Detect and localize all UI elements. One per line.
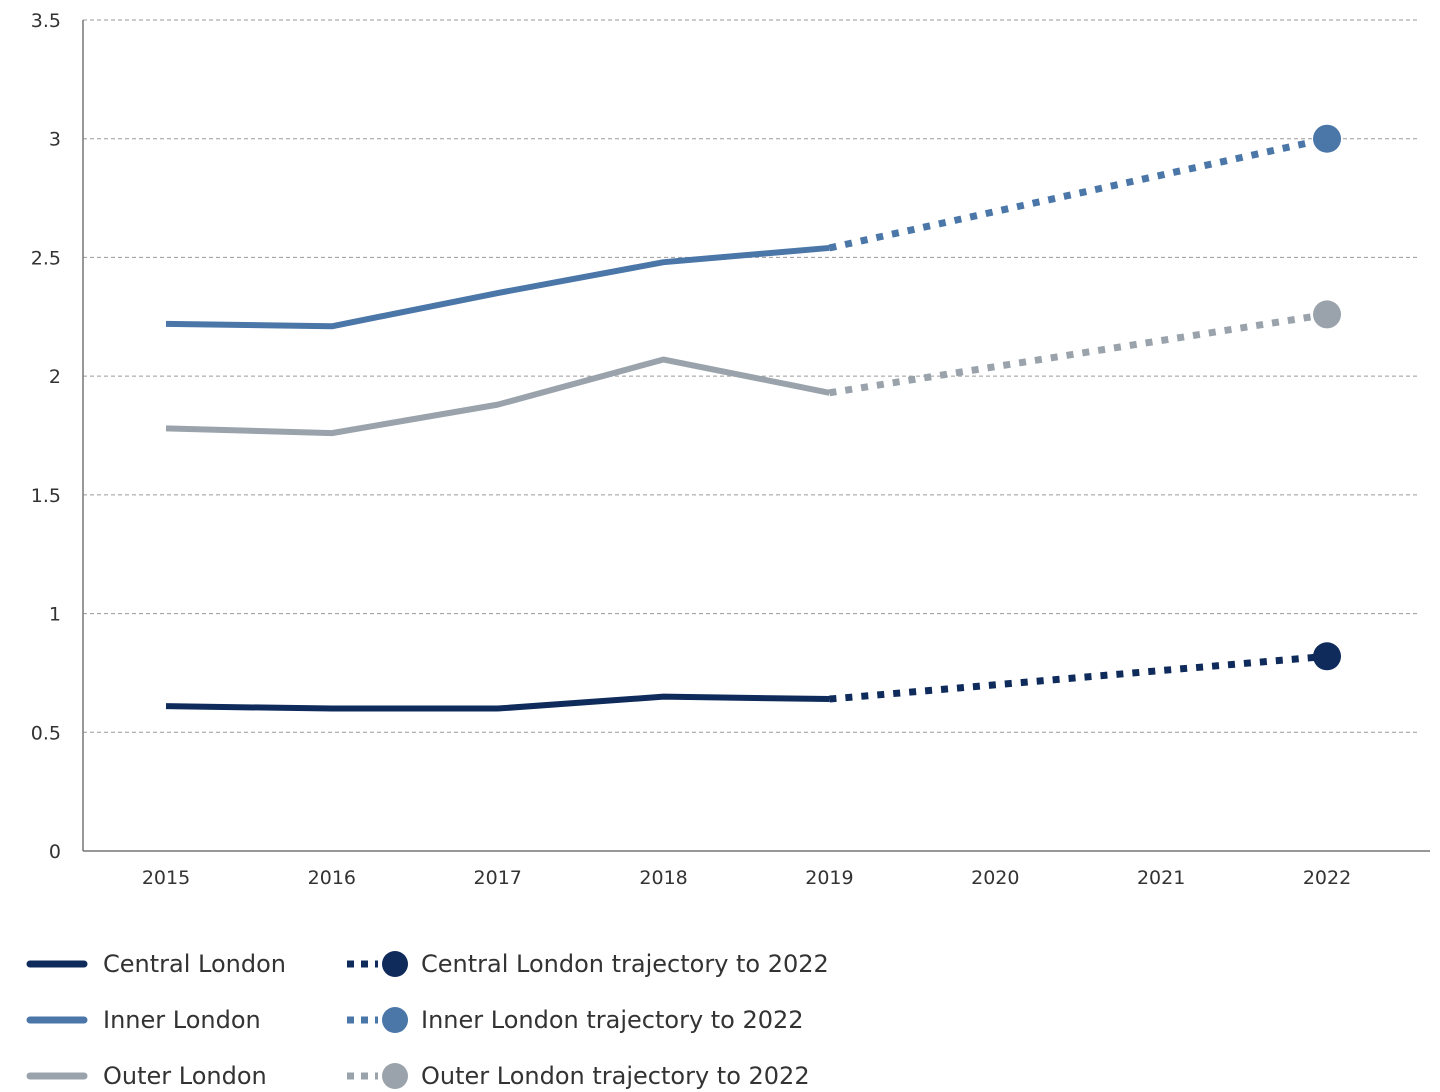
series-line-4	[829, 652, 1328, 703]
x-tick-label: 2020	[971, 867, 1019, 889]
series-markers	[1313, 124, 1342, 671]
series-endpoint-marker	[1313, 300, 1342, 329]
series-line-1	[165, 693, 830, 712]
legend-marker	[382, 1007, 408, 1033]
legend-label: Inner London trajectory to 2022	[421, 1006, 804, 1034]
x-tick-label: 2015	[142, 867, 190, 889]
y-tick-label: 2	[49, 366, 61, 388]
y-tick-label: 0.5	[31, 722, 61, 744]
x-tick-label: 2018	[639, 867, 687, 889]
x-tick-label: 2019	[805, 867, 853, 889]
x-tick-labels: 2015 2016 2017 2018 2019 2020 2021 2022	[142, 867, 1351, 889]
series-line-6	[828, 310, 1328, 397]
y-tick-labels: 0 0.5 1 1.5 2 2.5 3 3.5	[31, 10, 61, 863]
legend: Central London Inner London Outer London Ce…	[26, 950, 829, 1090]
series-line-5	[828, 135, 1328, 252]
y-tick-label: 1	[49, 604, 61, 626]
y-tick-label: 3	[49, 129, 61, 151]
series-endpoint-marker	[1313, 642, 1342, 671]
series-line-2	[165, 244, 830, 330]
x-tick-label: 2022	[1303, 867, 1351, 889]
legend-marker	[382, 1063, 408, 1089]
y-tick-label: 0	[49, 841, 61, 863]
legend-label: Central London	[103, 950, 286, 978]
legend-label: Central London trajectory to 2022	[421, 950, 829, 978]
y-tick-label: 1.5	[31, 485, 61, 507]
series-lines	[165, 135, 1328, 712]
x-tick-label: 2021	[1137, 867, 1185, 889]
legend-label: Outer London	[103, 1062, 267, 1090]
legend-label: Inner London	[103, 1006, 261, 1034]
series-endpoint-marker	[1313, 124, 1342, 153]
axes	[82, 20, 1430, 852]
y-tick-label: 3.5	[31, 10, 61, 32]
legend-marker	[382, 951, 408, 977]
x-tick-label: 2016	[308, 867, 356, 889]
x-tick-label: 2017	[474, 867, 522, 889]
y-tick-label: 2.5	[31, 247, 61, 269]
series-line-3	[165, 356, 831, 437]
legend-label: Outer London trajectory to 2022	[421, 1062, 810, 1090]
